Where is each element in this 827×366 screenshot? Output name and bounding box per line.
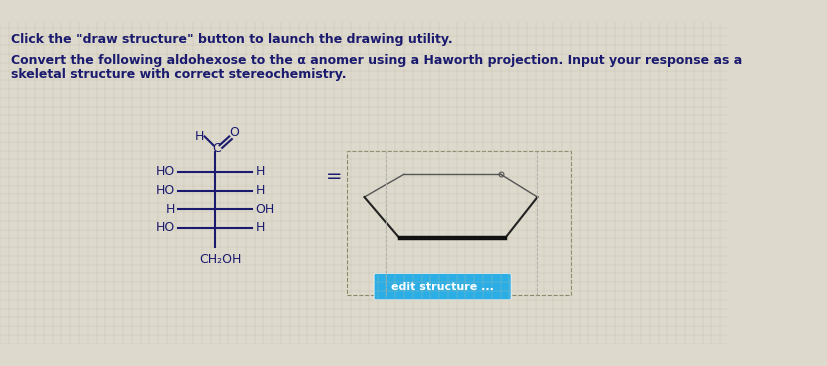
Text: HO: HO xyxy=(155,184,174,197)
Text: H: H xyxy=(256,165,265,178)
Text: HO: HO xyxy=(155,165,174,178)
Text: edit structure ...: edit structure ... xyxy=(390,281,494,292)
Text: H: H xyxy=(256,184,265,197)
Text: C: C xyxy=(213,142,221,155)
Text: Click the "draw structure" button to launch the drawing utility.: Click the "draw structure" button to lau… xyxy=(11,33,452,46)
Text: H: H xyxy=(256,221,265,234)
Text: CH₂OH: CH₂OH xyxy=(199,253,241,266)
Text: Convert the following aldohexose to the α anomer using a Haworth projection. Inp: Convert the following aldohexose to the … xyxy=(11,54,741,67)
Text: H: H xyxy=(165,203,174,216)
Text: HO: HO xyxy=(155,221,174,234)
Text: H: H xyxy=(194,130,203,143)
FancyBboxPatch shape xyxy=(374,273,510,300)
Text: skeletal structure with correct stereochemistry.: skeletal structure with correct stereoch… xyxy=(11,68,346,81)
Text: O: O xyxy=(229,126,239,139)
Text: =: = xyxy=(325,167,342,186)
Text: OH: OH xyxy=(256,203,275,216)
